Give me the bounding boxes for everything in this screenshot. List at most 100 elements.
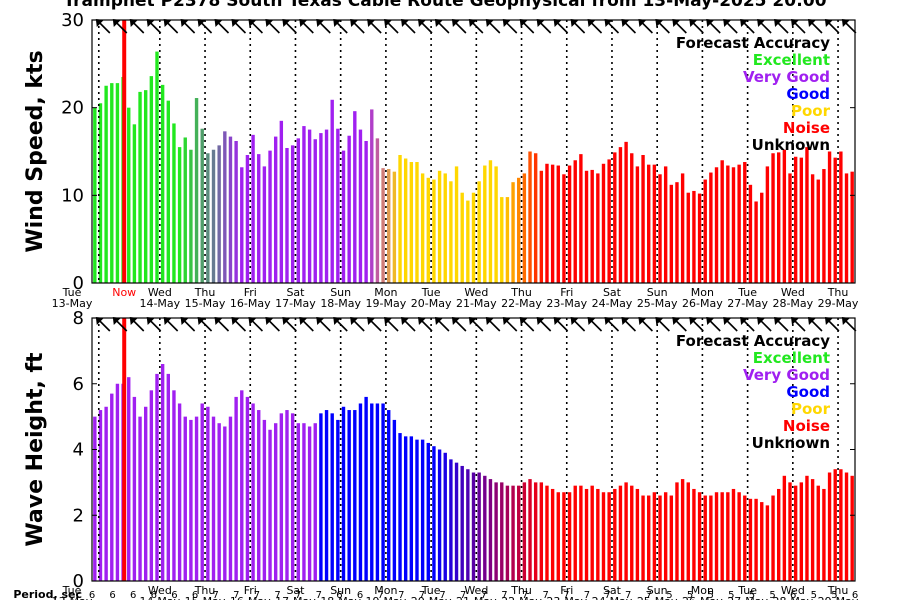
x-tick-date: 25-May <box>637 595 678 600</box>
bar <box>415 162 419 283</box>
direction-arrow-icon <box>231 19 247 34</box>
period-value: 6 <box>130 590 136 600</box>
bar <box>177 403 182 581</box>
period-value: 6 <box>151 590 157 600</box>
bar <box>381 403 385 581</box>
bar <box>285 410 289 581</box>
x-tick-date: 18-May <box>320 595 361 600</box>
bar <box>166 373 170 581</box>
arrow-head <box>757 317 766 325</box>
arrow-head <box>417 19 426 27</box>
direction-arrow-icon <box>146 19 162 34</box>
y-tick-label: 20 <box>61 98 84 119</box>
direction-arrow-icon <box>468 19 484 34</box>
bar <box>567 165 572 283</box>
bar <box>127 377 131 581</box>
bar <box>630 485 634 581</box>
period-value: 7 <box>213 590 219 600</box>
bar <box>703 179 707 283</box>
bar <box>172 123 176 284</box>
bar <box>771 153 775 283</box>
bar <box>206 406 210 581</box>
period-value: 5 <box>769 590 775 600</box>
bar <box>500 482 504 581</box>
bar <box>494 166 498 283</box>
direction-arrow-icon <box>587 317 603 332</box>
y-axis-label: Wind Speed, kts <box>23 50 48 252</box>
arrow-head <box>112 19 121 27</box>
bar <box>483 475 487 581</box>
bar <box>466 200 470 283</box>
bar <box>714 167 719 283</box>
bar <box>539 482 544 581</box>
legend-item-poor: Poor <box>791 102 831 120</box>
bar <box>217 423 221 581</box>
bar <box>833 157 837 283</box>
bar <box>754 498 758 581</box>
bar <box>302 126 306 284</box>
bar <box>810 479 815 581</box>
bar <box>810 174 815 283</box>
bar <box>166 100 170 283</box>
bar <box>748 184 753 283</box>
bar <box>782 149 787 283</box>
arrow-head <box>367 317 376 325</box>
bar <box>545 163 549 283</box>
bar <box>850 475 854 581</box>
bar <box>432 179 436 283</box>
bar <box>262 419 267 581</box>
bar <box>765 166 770 283</box>
bar <box>223 131 227 283</box>
bar <box>827 472 832 581</box>
bar <box>556 165 560 283</box>
legend-item-noise: Noise <box>783 417 830 435</box>
direction-arrow-icon <box>757 19 772 34</box>
bar <box>505 197 510 283</box>
bar <box>771 495 775 581</box>
bar <box>341 406 346 581</box>
direction-arrow-icon <box>434 317 450 332</box>
x-tick-date: 22-May <box>501 297 542 310</box>
direction-arrow-icon <box>672 19 687 34</box>
x-tick-dow: Wed <box>781 286 805 299</box>
x-tick-date: 28-May <box>772 595 813 600</box>
arrow-head <box>197 317 206 325</box>
arrow-head <box>231 317 240 325</box>
x-tick-date: 23-May <box>546 297 587 310</box>
direction-arrow-icon <box>401 19 416 34</box>
x-tick-date: 22-May <box>501 595 542 600</box>
period-value: 7 <box>625 590 631 600</box>
bar <box>330 413 334 581</box>
bar <box>596 173 600 283</box>
arrow-head <box>231 19 240 27</box>
bar <box>488 479 493 581</box>
bar <box>358 403 363 581</box>
bar <box>630 153 634 283</box>
direction-arrow-icon <box>265 317 280 332</box>
bar <box>138 91 142 284</box>
direction-arrow-icon <box>536 19 552 34</box>
x-tick-dow: Wed <box>781 584 805 597</box>
arrow-head <box>197 19 206 27</box>
direction-arrow-icon <box>180 19 196 34</box>
x-tick-date: 17-May <box>275 297 316 310</box>
direction-arrow-icon <box>316 19 331 34</box>
bar <box>590 169 594 283</box>
x-tick-dow: Tue <box>737 584 757 597</box>
x-tick-dow: Fri <box>560 286 573 299</box>
direction-arrow-icon <box>519 317 535 332</box>
bar <box>844 472 849 581</box>
bar <box>324 410 329 581</box>
y-tick-label: 10 <box>61 185 84 206</box>
bar <box>584 488 589 581</box>
x-tick-dow: Wed <box>464 286 488 299</box>
bar <box>313 139 317 283</box>
bar <box>528 479 532 581</box>
x-tick-dow: Thu <box>827 584 849 597</box>
bar <box>347 410 351 581</box>
x-tick-dow: Mon <box>691 286 714 299</box>
bar <box>743 495 747 581</box>
direction-arrow-icon <box>214 19 230 34</box>
x-tick-dow: Thu <box>510 286 532 299</box>
bar <box>240 167 244 283</box>
